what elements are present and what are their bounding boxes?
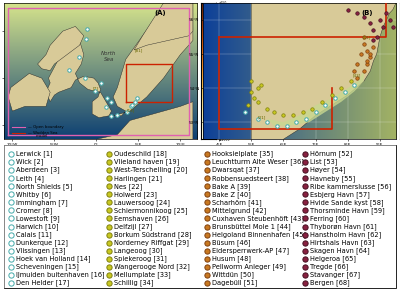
Text: [51]: [51] [362, 36, 370, 40]
Text: Hooksielplate [35]: Hooksielplate [35] [212, 150, 273, 157]
Polygon shape [46, 40, 112, 118]
Polygon shape [134, 3, 193, 50]
Text: Hoek van Holland [14]: Hoek van Holland [14] [16, 255, 90, 262]
Text: Tregde [66]: Tregde [66] [310, 264, 348, 270]
Text: Skagen Havn [64]: Skagen Havn [64] [310, 247, 370, 254]
Text: Oudeschild [18]: Oudeschild [18] [114, 150, 167, 157]
Text: Brunsbüttel Mole 1 [44]: Brunsbüttel Mole 1 [44] [212, 223, 290, 230]
Text: North
Sea: North Sea [101, 52, 117, 62]
Text: Langeoog [30]: Langeoog [30] [114, 247, 162, 254]
Text: Ferring [60]: Ferring [60] [310, 215, 349, 222]
Text: Lerwick [1]: Lerwick [1] [16, 150, 52, 157]
Polygon shape [113, 3, 193, 116]
Text: Thorsminde Havn [59]: Thorsminde Havn [59] [310, 207, 384, 214]
Text: North Shields [5]: North Shields [5] [16, 183, 72, 190]
Text: Cromer [8]: Cromer [8] [16, 207, 52, 214]
Polygon shape [8, 73, 50, 111]
Text: Mellumplate [33]: Mellumplate [33] [114, 272, 170, 278]
Text: Vlissingen [13]: Vlissingen [13] [16, 247, 65, 254]
Text: (A): (A) [155, 10, 166, 16]
FancyBboxPatch shape [4, 145, 396, 288]
Text: Dwarsqat [37]: Dwarsqat [37] [212, 167, 259, 173]
Text: Borkum Südstrand [28]: Borkum Südstrand [28] [114, 231, 191, 238]
Text: Pellworm Anleger [49]: Pellworm Anleger [49] [212, 264, 286, 270]
Text: Vlieland haven [19]: Vlieland haven [19] [114, 159, 179, 165]
Text: Büsum [46]: Büsum [46] [212, 239, 250, 246]
Text: Whitby [6]: Whitby [6] [16, 191, 51, 198]
Text: [81]: [81] [134, 49, 142, 53]
Text: Leith [4]: Leith [4] [16, 175, 44, 182]
Text: Ribe kammerslusse [56]: Ribe kammerslusse [56] [310, 183, 391, 190]
Text: West-Terschelling [20]: West-Terschelling [20] [114, 167, 187, 173]
Text: Bake Z [40]: Bake Z [40] [212, 191, 251, 198]
Text: Husum [48]: Husum [48] [212, 255, 251, 262]
Text: Eidersperrwerk-AP [47]: Eidersperrwerk-AP [47] [212, 247, 289, 254]
Text: Cuxhaven Steubenhöft [43]: Cuxhaven Steubenhöft [43] [212, 215, 304, 222]
Text: — Open boundary: — Open boundary [28, 125, 63, 129]
Text: Esbjerg Havn [57]: Esbjerg Havn [57] [310, 191, 370, 198]
Text: Dagebüll [51]: Dagebüll [51] [212, 280, 257, 286]
Text: Hörnum [52]: Hörnum [52] [310, 150, 352, 157]
Text: [21]: [21] [258, 116, 266, 120]
Text: Wangerooge Nord [32]: Wangerooge Nord [32] [114, 264, 190, 270]
Text: Stavanger [67]: Stavanger [67] [310, 272, 360, 278]
Text: Havneby [55]: Havneby [55] [310, 175, 355, 182]
Text: Delfzijl [27]: Delfzijl [27] [114, 223, 152, 230]
Text: Aberdeen [3]: Aberdeen [3] [16, 167, 60, 173]
Text: [13]: [13] [126, 108, 135, 112]
Text: [7]: [7] [92, 86, 98, 91]
Text: Wick [2]: Wick [2] [16, 159, 43, 165]
Text: Helgoland Binnenhafen [45]: Helgoland Binnenhafen [45] [212, 231, 306, 238]
Text: Høyer [54]: Høyer [54] [310, 167, 345, 173]
Text: Nes [22]: Nes [22] [114, 183, 142, 190]
Text: Wittdün [50]: Wittdün [50] [212, 272, 254, 278]
Text: Hvide Sande kyst [58]: Hvide Sande kyst [58] [310, 199, 383, 206]
Text: Robbensuedsteert [38]: Robbensuedsteert [38] [212, 175, 289, 182]
Text: Harlingen [21]: Harlingen [21] [114, 175, 162, 182]
Text: — Wadden Sea: — Wadden Sea [28, 131, 57, 135]
Text: Bergen [68]: Bergen [68] [310, 280, 350, 286]
Text: Holwerd [23]: Holwerd [23] [114, 191, 157, 198]
Text: Schillig [34]: Schillig [34] [114, 280, 153, 286]
Text: Den Helder [17]: Den Helder [17] [16, 280, 69, 286]
Text: model: model [36, 134, 48, 139]
Text: Helgeroa [65]: Helgeroa [65] [310, 255, 356, 262]
Polygon shape [71, 102, 193, 139]
Text: Scheveningen [15]: Scheveningen [15] [16, 264, 79, 270]
Text: Immingham [7]: Immingham [7] [16, 199, 68, 206]
Text: IJmuiden buitenhaven [16]: IJmuiden buitenhaven [16] [16, 272, 104, 278]
Polygon shape [267, 71, 364, 126]
Text: Leuchtturm Alte Weser [36]: Leuchtturm Alte Weser [36] [212, 159, 304, 165]
Text: Hanstholm Havn [62]: Hanstholm Havn [62] [310, 231, 381, 238]
Text: Lauwersoog [24]: Lauwersoog [24] [114, 199, 170, 206]
Text: Scharhörn [41]: Scharhörn [41] [212, 199, 262, 206]
Text: Eemshaven [26]: Eemshaven [26] [114, 215, 168, 222]
Text: Mittelgrund [42]: Mittelgrund [42] [212, 207, 266, 214]
Text: Hirtshals Havn [63]: Hirtshals Havn [63] [310, 239, 374, 246]
Text: Calais [11]: Calais [11] [16, 231, 52, 238]
Polygon shape [251, 3, 396, 139]
Text: Bake A [39]: Bake A [39] [212, 183, 250, 190]
Text: Norderney Riffgat [29]: Norderney Riffgat [29] [114, 239, 189, 246]
Text: Thyborøn Havn [61]: Thyborøn Havn [61] [310, 223, 376, 230]
Text: Dunkerque [12]: Dunkerque [12] [16, 239, 68, 246]
Text: Harwich [10]: Harwich [10] [16, 223, 58, 230]
Polygon shape [38, 26, 84, 71]
Text: (B): (B) [361, 10, 373, 16]
Text: Lowestoft [9]: Lowestoft [9] [16, 215, 60, 222]
Text: Spiekeroog [31]: Spiekeroog [31] [114, 255, 167, 262]
Text: Schiermonnikoog [25]: Schiermonnikoog [25] [114, 207, 187, 214]
Text: [43]: [43] [352, 73, 361, 77]
Text: List [53]: List [53] [310, 159, 337, 165]
